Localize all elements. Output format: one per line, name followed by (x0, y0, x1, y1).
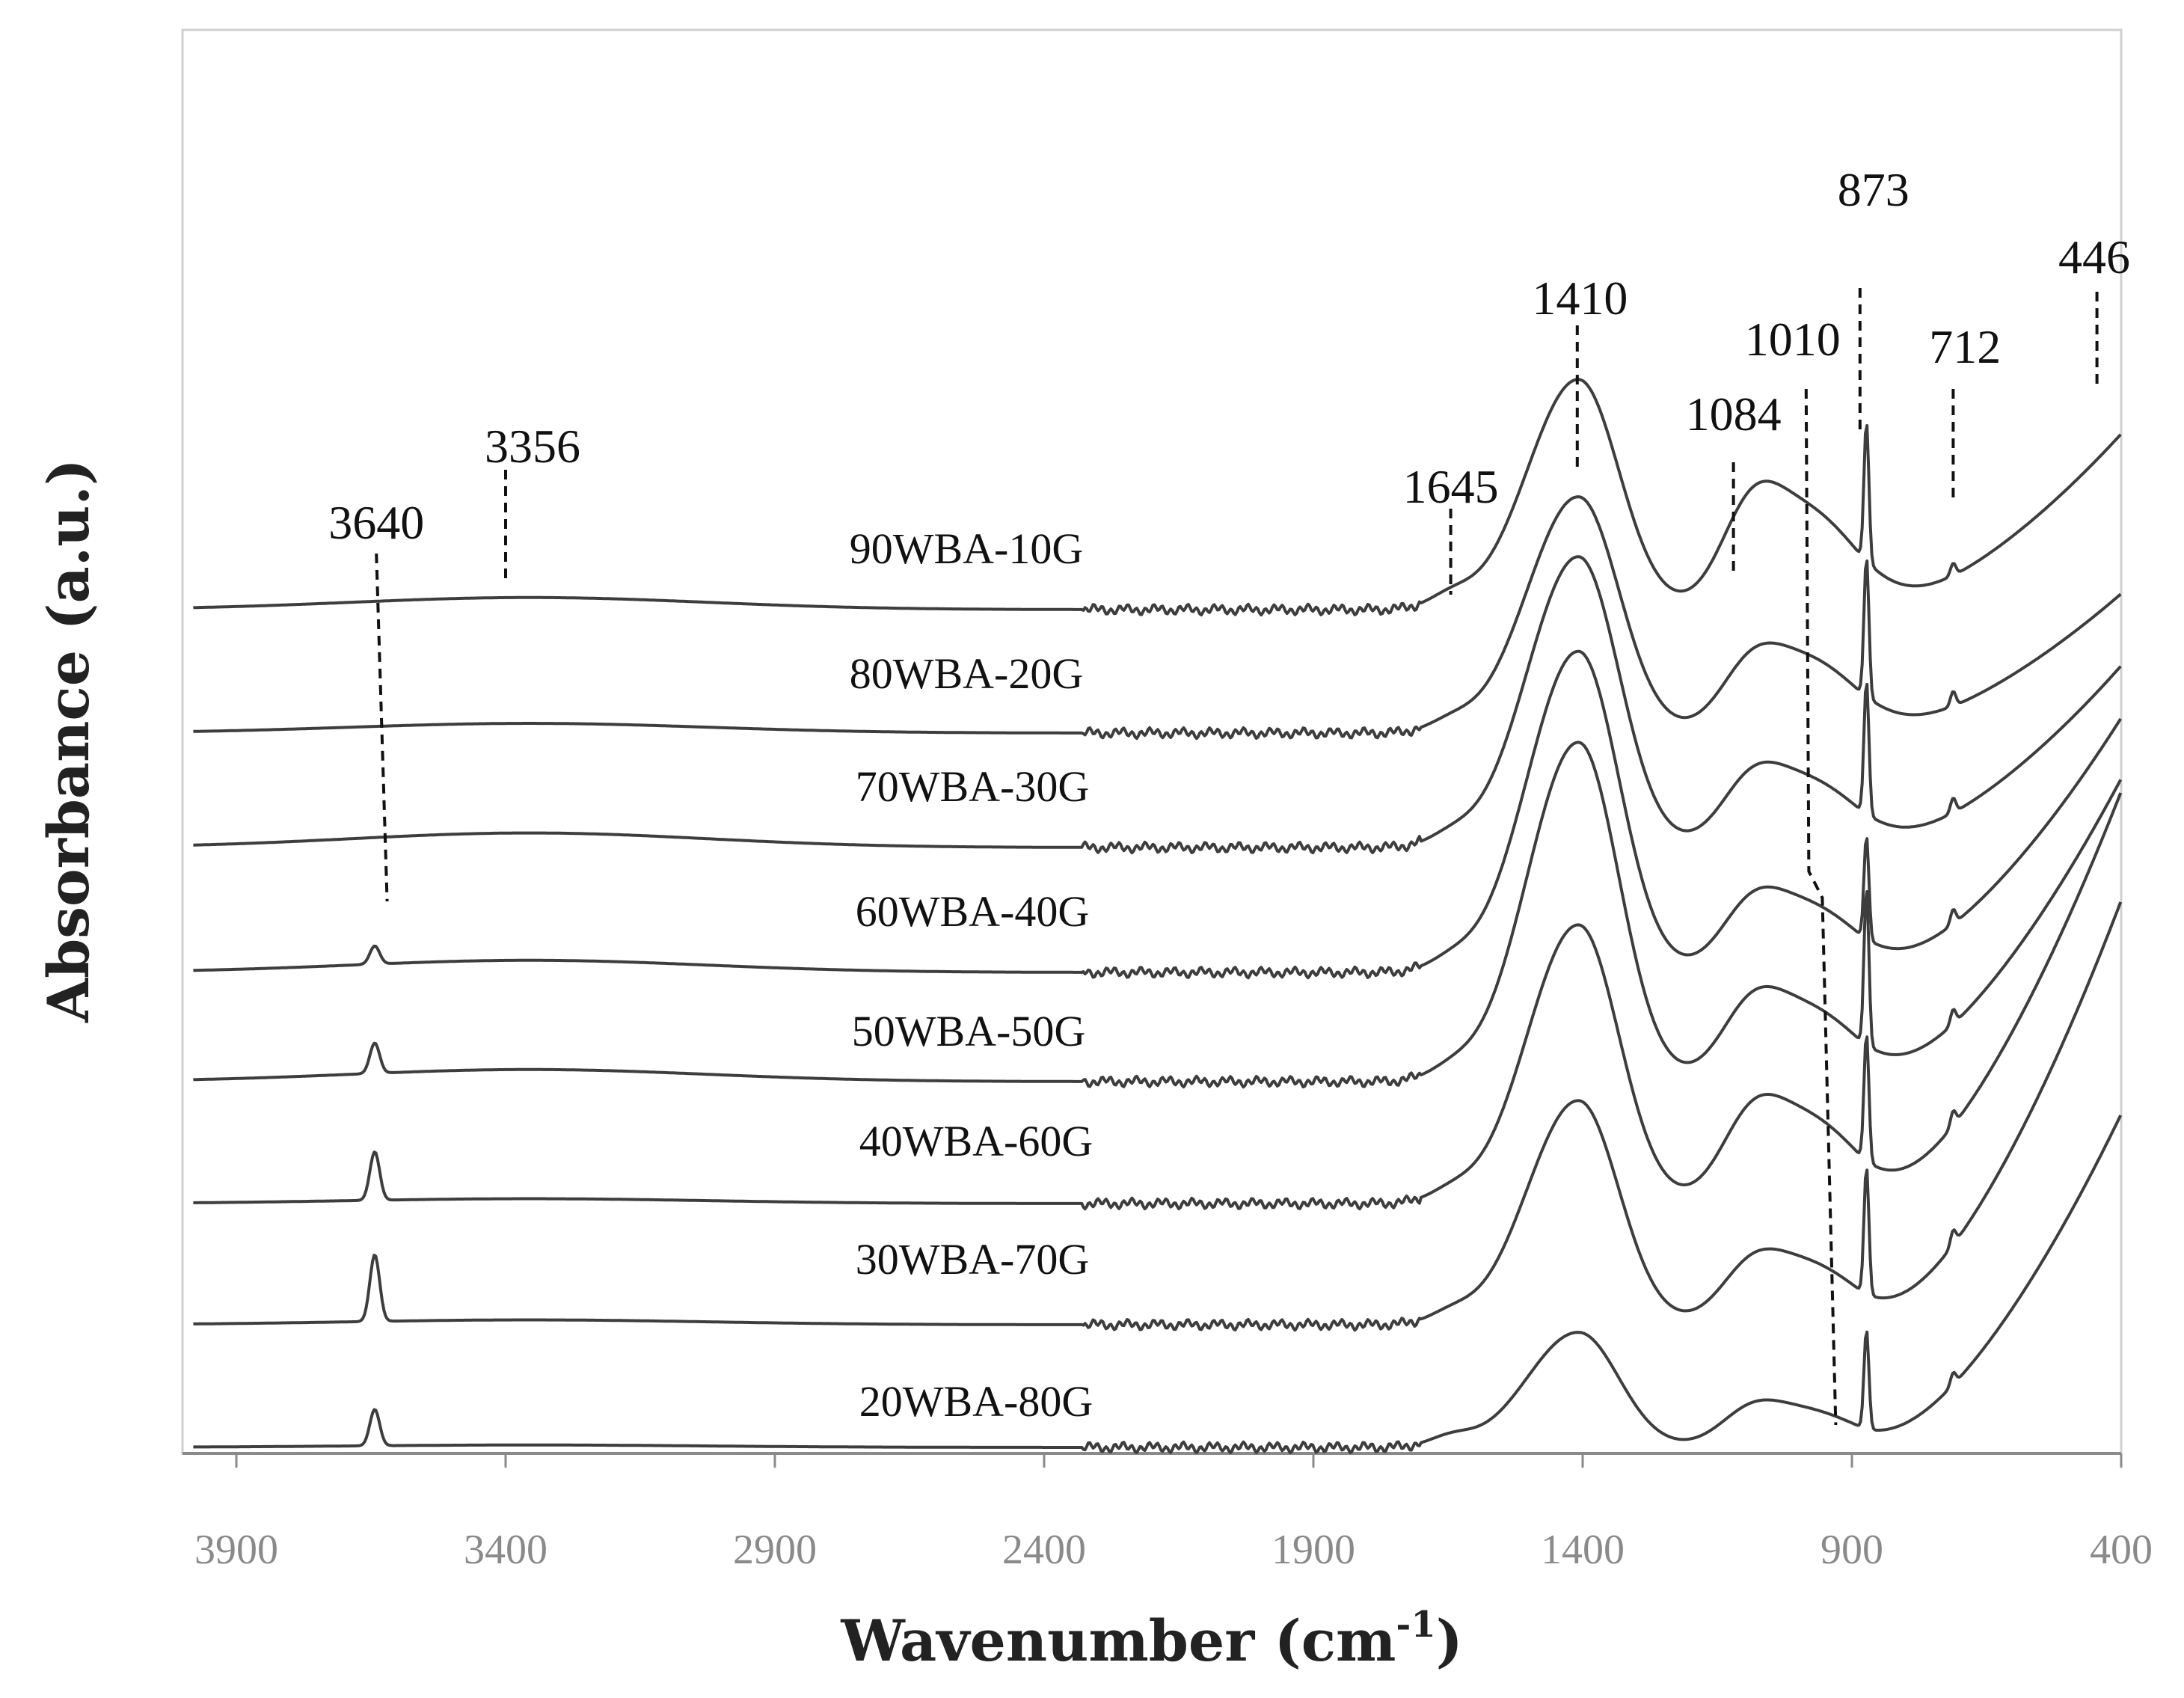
x-axis-ticks: 3900 3400 2900 2400 1900 1400 900 400 (194, 1453, 2153, 1573)
series-label: 30WBA-70G (856, 1235, 1090, 1284)
peak-label-1010: 1010 (1745, 313, 1841, 366)
x-tick-label: 3400 (464, 1527, 547, 1573)
series-line-80wba-20g (193, 495, 2122, 741)
series-line-70wba-30g (193, 555, 2122, 855)
peak-annotations: 3640 3356 1645 1410 1084 1010 873 712 446 (328, 163, 2130, 1426)
x-axis-title-superscript: -1 (1396, 1604, 1435, 1646)
series-line-90wba-10g (193, 378, 2122, 617)
peak-label-1084: 1084 (1686, 387, 1782, 441)
series-line-20wba-80g (193, 1115, 2123, 1455)
x-axis-title-main: Wavenumber (cm (840, 1607, 1396, 1674)
series-label: 50WBA-50G (852, 1007, 1086, 1055)
x-tick-label: 1900 (1272, 1527, 1355, 1573)
series-label: 90WBA-10G (850, 524, 1084, 573)
series-group: 20WBA-80G 30WBA-70G 40WBA-60G 50WBA-50G 60WB… (193, 378, 2123, 1455)
plot-frame (181, 28, 2123, 1455)
peak-label-712: 712 (1929, 320, 2001, 373)
series-label: 80WBA-20G (850, 649, 1084, 698)
peak-label-3356: 3356 (485, 420, 580, 473)
series-label: 60WBA-40G (856, 887, 1090, 936)
series-line-50wba-50g (193, 741, 2123, 1089)
x-tick-label: 2900 (733, 1527, 817, 1573)
x-tick-label: 1400 (1541, 1527, 1625, 1573)
x-tick-label: 900 (1820, 1527, 1883, 1573)
series-line-40wba-60g (193, 792, 2123, 1211)
x-tick-label: 400 (2090, 1527, 2153, 1573)
series-label: 20WBA-80G (859, 1377, 1093, 1426)
series-line-30wba-70g (193, 901, 2123, 1332)
peak-label-446: 446 (2058, 230, 2130, 283)
peak-label-3640: 3640 (328, 496, 424, 549)
peak-guide-1010 (1804, 388, 1838, 1426)
peak-label-1645: 1645 (1403, 460, 1499, 513)
x-axis-title-end: ) (1436, 1607, 1463, 1674)
peak-guide-3640 (375, 553, 389, 902)
series-label: 70WBA-30G (856, 762, 1090, 811)
y-axis-title: Absorbance (a.u.) (35, 459, 102, 1023)
x-tick-label: 3900 (194, 1527, 278, 1573)
series-label: 40WBA-60G (859, 1117, 1093, 1165)
x-tick-label: 2400 (1002, 1527, 1086, 1573)
series-line-60wba-40g (193, 649, 2122, 980)
peak-label-873: 873 (1838, 163, 1910, 216)
x-axis-title: Wavenumber (cm-1) (840, 1604, 1462, 1674)
peak-label-1410: 1410 (1532, 272, 1628, 325)
